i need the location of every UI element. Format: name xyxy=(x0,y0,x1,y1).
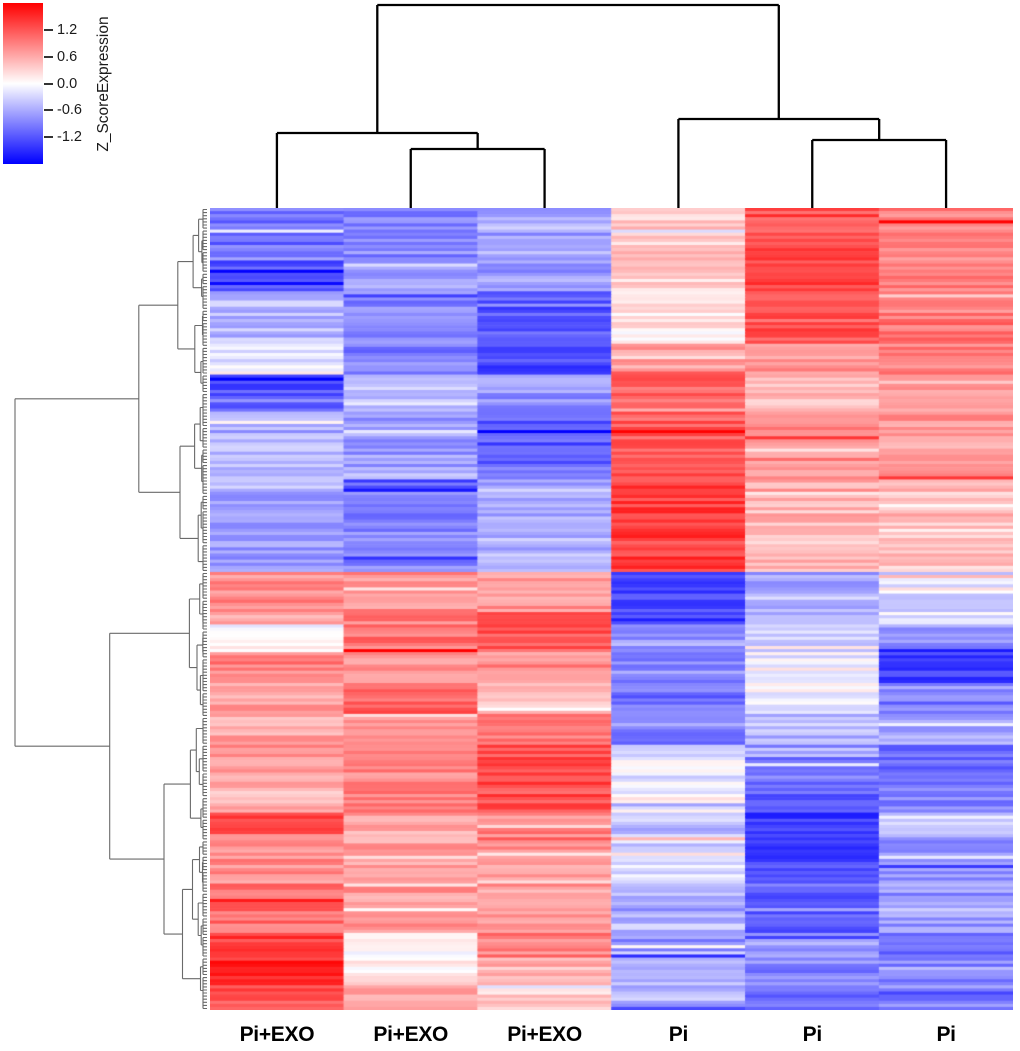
column-label: Pi+EXO xyxy=(507,1023,582,1046)
legend-tick-label: -0.6 xyxy=(57,102,82,119)
legend-tick-label: 1.2 xyxy=(57,21,78,38)
column-label: Pi xyxy=(802,1023,823,1046)
legend-tick-label: 0.0 xyxy=(57,75,78,92)
column-dendrogram xyxy=(275,3,948,208)
legend-tick-label: -1.2 xyxy=(57,129,82,146)
legend-gradient-bar xyxy=(3,3,43,164)
legend-tick-mark xyxy=(44,82,53,85)
column-label: Pi xyxy=(936,1023,956,1046)
column-label: Pi+EXO xyxy=(239,1023,315,1046)
legend-tick-mark xyxy=(44,55,53,58)
row-dendrogram xyxy=(14,208,207,1010)
legend-tick-label: 0.6 xyxy=(57,48,78,65)
legend-tick-mark xyxy=(44,109,53,112)
column-label: Pi xyxy=(668,1023,689,1046)
column-label: Pi+EXO xyxy=(373,1023,449,1046)
legend-tick-mark xyxy=(44,136,53,139)
legend-tick-mark xyxy=(44,28,53,31)
heatmap-canvas xyxy=(210,208,1013,1010)
